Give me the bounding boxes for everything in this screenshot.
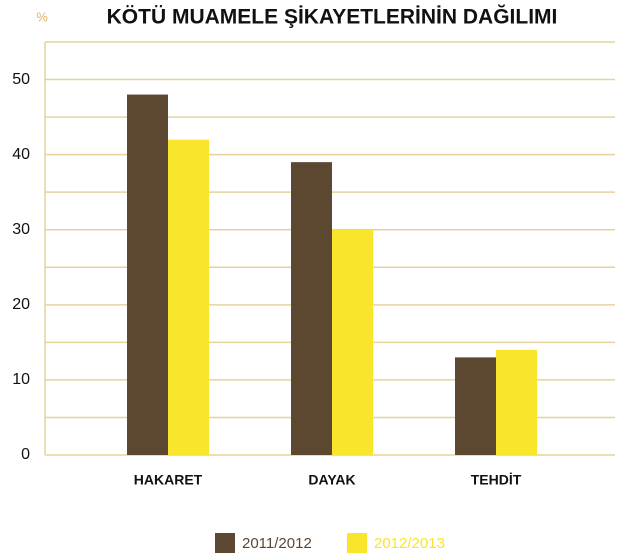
bar bbox=[291, 162, 332, 456]
bar bbox=[332, 229, 373, 455]
x-tick-label: HAKARET bbox=[134, 472, 203, 488]
chart-title: KÖTÜ MUAMELE ŞİKAYETLERİNİN DAĞILIMI bbox=[107, 5, 558, 29]
legend-swatch bbox=[347, 533, 367, 553]
bar bbox=[496, 349, 537, 455]
legend-label: 2011/2012 bbox=[242, 535, 312, 552]
y-tick-label: 50 bbox=[12, 71, 30, 88]
x-tick-label: TEHDİT bbox=[471, 472, 522, 488]
bar bbox=[455, 357, 496, 455]
y-tick-label: 30 bbox=[12, 221, 30, 238]
y-axis-label: % bbox=[36, 9, 48, 24]
x-tick-label: DAYAK bbox=[308, 472, 355, 488]
y-tick-label: 40 bbox=[12, 146, 30, 163]
bar bbox=[127, 94, 168, 456]
y-tick-label: 10 bbox=[12, 371, 30, 388]
legend-swatch bbox=[215, 533, 235, 553]
y-tick-label: 0 bbox=[21, 446, 30, 463]
legend-label: 2012/2013 bbox=[374, 535, 445, 552]
bar bbox=[168, 139, 209, 456]
y-tick-label: 20 bbox=[12, 296, 30, 313]
